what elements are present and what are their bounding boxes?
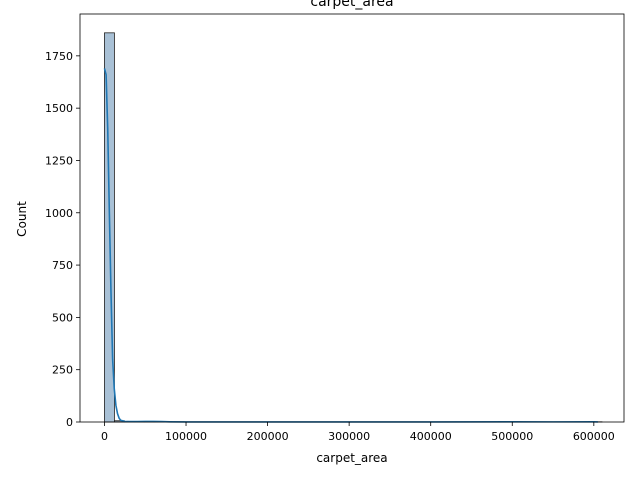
y-tick-label: 1750 [45, 50, 73, 63]
x-tick-label: 200000 [247, 430, 289, 443]
y-axis-label: Count [15, 201, 29, 237]
y-tick-label: 1250 [45, 154, 73, 167]
y-tick-label: 1000 [45, 207, 73, 220]
axes: 0 100000 200000 300000 400000 500000 600000 0 25… [45, 14, 624, 443]
x-axis-label: carpet_area [316, 451, 387, 465]
y-tick-label: 500 [52, 311, 73, 324]
y-tick-label: 0 [66, 416, 73, 429]
x-tick-label: 0 [101, 430, 108, 443]
x-tick-label: 100000 [165, 430, 207, 443]
x-tick-label: 500000 [491, 430, 533, 443]
x-tick-label: 300000 [328, 430, 370, 443]
y-tick-label: 250 [52, 364, 73, 377]
x-tick-label: 600000 [573, 430, 615, 443]
axes-frame [80, 14, 624, 422]
chart-title: carpet_area [310, 0, 393, 10]
y-tick-label: 750 [52, 259, 73, 272]
x-tick-label: 400000 [410, 430, 452, 443]
plot-area [104, 33, 602, 422]
kde-line [104, 68, 597, 422]
y-tick-label: 1500 [45, 102, 73, 115]
